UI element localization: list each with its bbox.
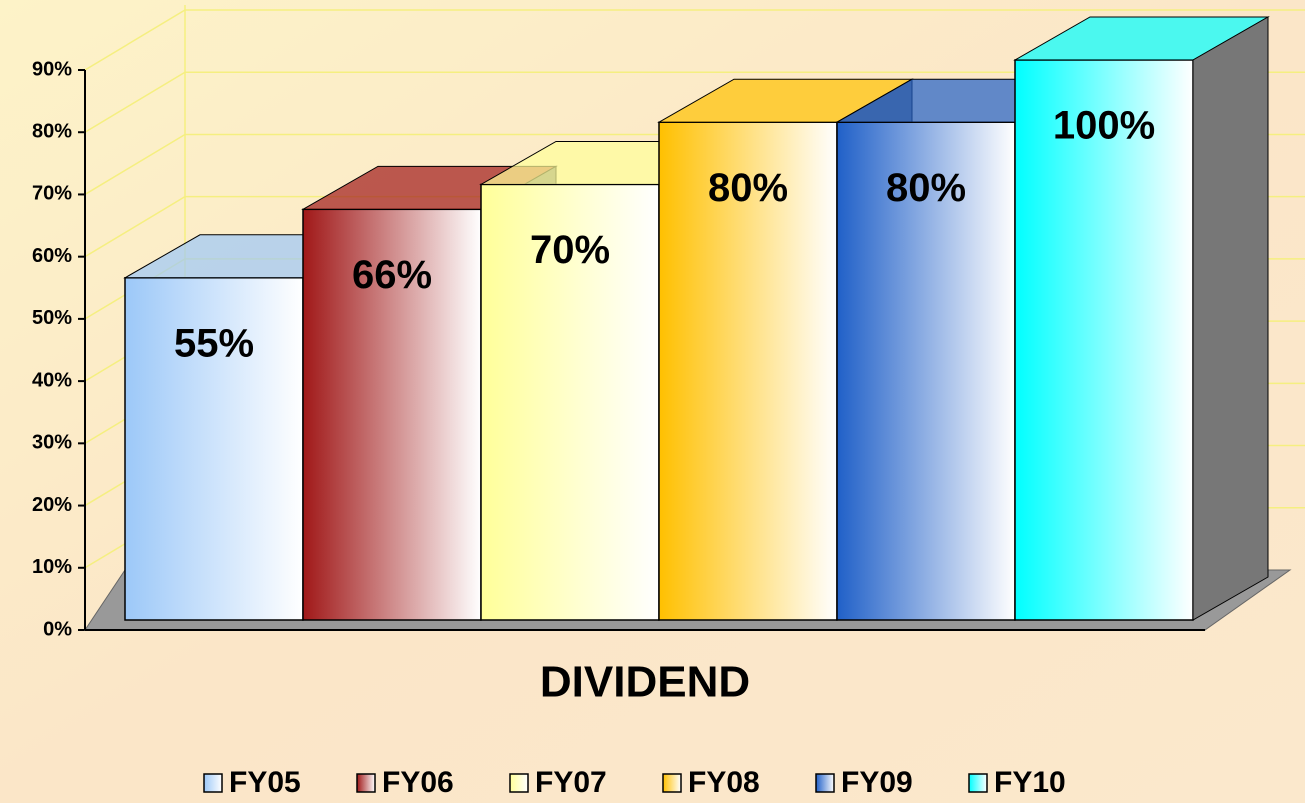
y-tick-label: 40% [32, 369, 72, 391]
legend-swatch [968, 773, 988, 793]
legend-label: FY10 [994, 766, 1066, 799]
y-tick-label: 10% [32, 556, 72, 578]
legend-label: FY05 [229, 766, 301, 799]
legend-swatch [509, 773, 529, 793]
legend-label: FY08 [688, 766, 760, 799]
y-tick-label: 30% [32, 432, 72, 454]
data-label: 66% [352, 253, 432, 297]
y-tick-label: 70% [32, 183, 72, 205]
y-tick-label: 0% [43, 618, 72, 640]
y-tick-label: 60% [32, 245, 72, 267]
legend-label: FY07 [535, 766, 607, 799]
bar [1013, 16, 1270, 621]
data-label: 100% [1053, 104, 1155, 148]
bar-side [1192, 16, 1269, 621]
legend-swatch [815, 773, 835, 793]
legend-swatch [356, 773, 376, 793]
y-tick-label: 20% [32, 494, 72, 516]
data-label: 80% [886, 166, 966, 210]
legend-swatch [662, 773, 682, 793]
bar-front [302, 208, 482, 621]
data-label: 80% [708, 166, 788, 210]
data-label: 55% [174, 321, 254, 365]
data-label: 70% [530, 228, 610, 272]
legend-label: FY09 [841, 766, 913, 799]
y-tick-label: 90% [32, 58, 72, 80]
x-axis-label: DIVIDEND [540, 658, 750, 707]
bar-front [1014, 59, 1194, 621]
legend-label: FY06 [382, 766, 454, 799]
legend-swatch [203, 773, 223, 793]
y-tick-label: 80% [32, 121, 72, 143]
y-tick-label: 50% [32, 307, 72, 329]
bar-front [124, 277, 304, 621]
